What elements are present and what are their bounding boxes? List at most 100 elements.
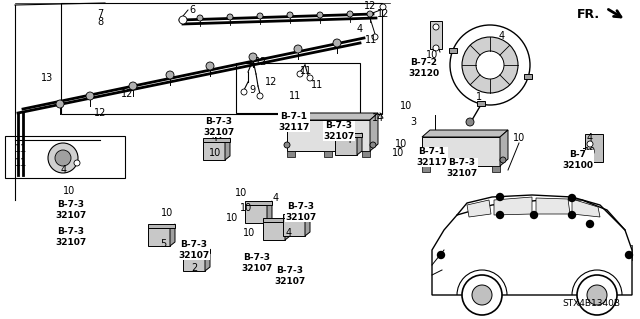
Polygon shape <box>183 249 210 253</box>
Bar <box>477 101 485 107</box>
Circle shape <box>462 275 502 315</box>
Text: B-7-3
32107: B-7-3 32107 <box>56 227 86 247</box>
Polygon shape <box>536 198 570 214</box>
Text: 2: 2 <box>191 263 197 273</box>
Text: 4: 4 <box>61 165 67 175</box>
Text: B-7-3
32107: B-7-3 32107 <box>204 117 235 137</box>
Text: 4: 4 <box>286 228 292 238</box>
Polygon shape <box>494 197 532 215</box>
Text: 6: 6 <box>189 5 195 15</box>
Circle shape <box>497 211 504 219</box>
Text: 10: 10 <box>400 101 412 111</box>
Circle shape <box>433 45 439 51</box>
Circle shape <box>625 251 632 258</box>
Circle shape <box>347 11 353 17</box>
Polygon shape <box>324 151 332 157</box>
Bar <box>236 63 360 113</box>
Text: 4: 4 <box>212 133 218 143</box>
Text: STX4B1340B: STX4B1340B <box>562 299 620 308</box>
Text: 4: 4 <box>357 24 363 34</box>
Polygon shape <box>245 205 267 223</box>
Polygon shape <box>203 142 225 160</box>
Circle shape <box>433 24 439 30</box>
Circle shape <box>568 211 575 219</box>
Text: 4: 4 <box>499 31 505 41</box>
Bar <box>524 74 532 79</box>
Text: 4: 4 <box>587 133 593 143</box>
Circle shape <box>380 4 386 10</box>
Polygon shape <box>205 249 210 271</box>
Text: B-7-3
32107: B-7-3 32107 <box>56 200 86 220</box>
Text: 11: 11 <box>311 80 323 90</box>
Text: 4: 4 <box>346 135 352 145</box>
Polygon shape <box>148 228 170 246</box>
Circle shape <box>438 251 445 258</box>
Circle shape <box>74 160 80 166</box>
Circle shape <box>372 34 378 40</box>
Bar <box>61 3 382 114</box>
Circle shape <box>166 71 174 79</box>
Circle shape <box>419 157 425 163</box>
Circle shape <box>472 285 492 305</box>
Circle shape <box>568 195 575 202</box>
Circle shape <box>284 142 290 148</box>
Text: 3: 3 <box>410 117 416 127</box>
Circle shape <box>531 211 538 219</box>
Polygon shape <box>287 151 295 157</box>
Circle shape <box>370 142 376 148</box>
Circle shape <box>206 62 214 70</box>
Circle shape <box>587 149 593 155</box>
Text: 11: 11 <box>15 144 27 154</box>
Circle shape <box>333 39 341 47</box>
Text: 5: 5 <box>160 239 166 249</box>
Circle shape <box>257 13 263 19</box>
Circle shape <box>287 12 293 18</box>
Text: 10: 10 <box>240 203 252 213</box>
Circle shape <box>129 82 137 90</box>
Circle shape <box>450 25 530 105</box>
Text: 10: 10 <box>243 228 255 238</box>
Text: B-7
32100: B-7 32100 <box>563 150 593 170</box>
Text: 12: 12 <box>377 9 389 19</box>
Text: B-7-1
32117: B-7-1 32117 <box>416 147 448 167</box>
Text: 1: 1 <box>476 92 482 102</box>
Text: 10: 10 <box>63 186 75 196</box>
Polygon shape <box>422 137 500 166</box>
Circle shape <box>307 75 313 81</box>
Text: 12: 12 <box>364 1 376 11</box>
Circle shape <box>577 275 617 315</box>
Polygon shape <box>170 224 175 246</box>
Text: B-7-1
32117: B-7-1 32117 <box>278 112 310 132</box>
Polygon shape <box>263 222 285 240</box>
Polygon shape <box>335 133 362 137</box>
Circle shape <box>587 285 607 305</box>
Circle shape <box>297 71 303 77</box>
Circle shape <box>466 118 474 126</box>
Polygon shape <box>263 218 290 222</box>
Circle shape <box>241 89 247 95</box>
Text: B-7-3
32107: B-7-3 32107 <box>275 266 306 286</box>
Circle shape <box>587 141 593 147</box>
Text: 7: 7 <box>97 9 103 19</box>
Polygon shape <box>492 166 500 172</box>
Text: 9: 9 <box>249 85 255 95</box>
Text: B-7-2
32120: B-7-2 32120 <box>408 58 440 78</box>
Polygon shape <box>283 218 305 236</box>
Text: 13: 13 <box>41 73 53 83</box>
Bar <box>449 48 456 54</box>
Polygon shape <box>622 245 632 260</box>
Text: 11: 11 <box>300 66 312 76</box>
Polygon shape <box>225 138 230 160</box>
Polygon shape <box>457 166 465 172</box>
Polygon shape <box>467 200 491 217</box>
Polygon shape <box>362 151 370 157</box>
Text: 12: 12 <box>121 89 133 99</box>
Text: 10: 10 <box>209 148 221 158</box>
Polygon shape <box>287 113 378 120</box>
Text: FR.: FR. <box>577 8 600 20</box>
Bar <box>5 136 125 178</box>
Circle shape <box>317 12 323 18</box>
Polygon shape <box>500 130 508 166</box>
Circle shape <box>497 194 504 201</box>
Polygon shape <box>370 113 378 151</box>
